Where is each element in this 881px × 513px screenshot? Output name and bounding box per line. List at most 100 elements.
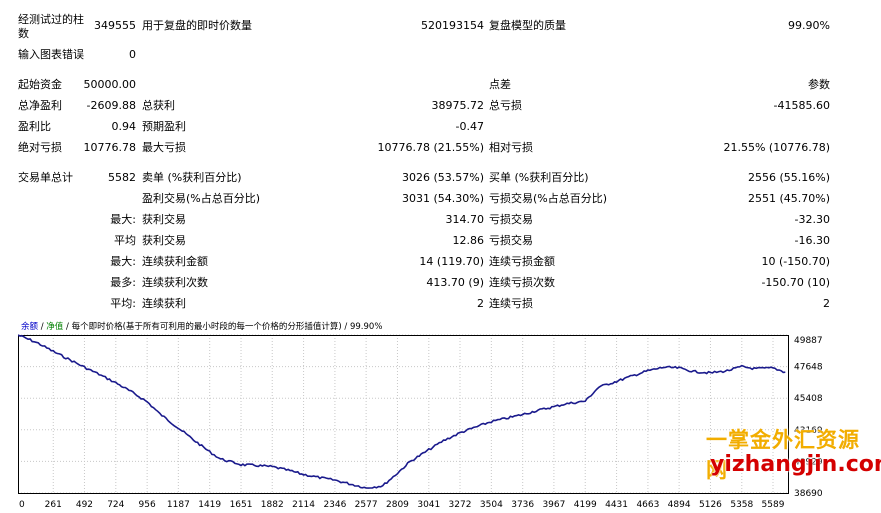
- x-tick-label: 724: [107, 500, 124, 510]
- long-trades-value: 2556 (55.16%): [747, 171, 830, 184]
- spread-label: 点差: [489, 78, 511, 91]
- x-tick-label: 956: [139, 500, 156, 510]
- avg-consec-label: 平均:: [110, 297, 136, 310]
- maximal-label: 最多:: [110, 276, 136, 289]
- largest-profit-label: 获利交易: [142, 213, 186, 226]
- x-tick-label: 3041: [417, 500, 440, 510]
- abs-drawdown-value: 10776.78: [83, 141, 137, 154]
- largest-profit-value: 314.70: [445, 213, 485, 226]
- ticks-value: 520193154: [421, 19, 484, 32]
- profit-trades-label: 盈利交易(%占总百分比): [142, 192, 261, 205]
- rel-drawdown-value: 21.55% (10776.78): [723, 141, 830, 154]
- x-tick-label: 4894: [668, 500, 691, 510]
- avg-consec-losses-value: 2: [823, 297, 830, 310]
- maximal-loss-label: 连续亏损次数: [489, 276, 555, 289]
- spread-value: 参数: [808, 78, 830, 91]
- maximal-loss-value: -150.70 (10): [761, 276, 830, 289]
- short-trades-label: 卖单 (%获利百分比): [142, 171, 242, 184]
- gross-loss-value: -41585.60: [773, 99, 830, 112]
- balance-chart: 49887 47648 45408 43169 40929 38690 0 261 492 72…: [18, 318, 881, 513]
- average-profit-label: 获利交易: [142, 234, 186, 247]
- initial-deposit-value: 50000.00: [83, 78, 137, 91]
- x-tick-label: 261: [45, 500, 62, 510]
- max-consec-wins-value: 14 (119.70): [419, 255, 484, 268]
- x-tick-label: 1187: [167, 500, 190, 510]
- watermark-url: yizhangjin.com: [710, 452, 881, 477]
- profit-trades-value: 3031 (54.30%): [401, 192, 484, 205]
- balance-line: [18, 334, 786, 489]
- average-profit-value: 12.86: [452, 234, 485, 247]
- initial-deposit-label: 起始资金: [18, 78, 62, 91]
- x-tick-label: 3967: [542, 500, 565, 510]
- plot-frame: [18, 335, 789, 494]
- average-loss-label: 亏损交易: [489, 234, 533, 247]
- avg-consec-wins-label: 连续获利: [142, 297, 186, 310]
- gross-profit-label: 总获利: [142, 99, 175, 112]
- abs-drawdown-label: 绝对亏损: [18, 141, 62, 154]
- x-tick-label: 1419: [198, 500, 221, 510]
- avg-consec-wins-value: 2: [477, 297, 484, 310]
- net-profit-label: 总净盈利: [18, 99, 62, 112]
- expected-payoff-label: 预期盈利: [142, 120, 186, 133]
- loss-trades-label: 亏损交易(%占总百分比): [489, 192, 608, 205]
- short-trades-value: 3026 (53.57%): [401, 171, 484, 184]
- max-consec-label: 最大:: [110, 255, 136, 268]
- y-tick-label: 40929: [794, 457, 823, 467]
- largest-label: 最大:: [110, 213, 136, 226]
- x-tick-label: 2809: [386, 500, 409, 510]
- legend-balance: 余额: [21, 321, 39, 332]
- max-consec-wins-label: 连续获利金额: [142, 255, 208, 268]
- loss-trades-value: 2551 (45.70%): [747, 192, 830, 205]
- quality-value: 99.90%: [788, 19, 830, 32]
- profit-factor-label: 盈利比: [18, 120, 51, 133]
- maximal-profit-value: 413.70 (9): [426, 276, 484, 289]
- y-tick-label: 38690: [794, 489, 823, 499]
- x-tick-label: 3504: [480, 500, 503, 510]
- y-tick-label: 45408: [794, 394, 823, 404]
- legend-description: / 每个即时价格(基于所有可利用的最小时段的每一个价格的分形插值计算) / 99…: [63, 321, 382, 332]
- x-tick-label: 4199: [574, 500, 597, 510]
- legend-separator: /: [38, 322, 46, 332]
- average-label: 平均: [114, 234, 136, 247]
- avg-consec-losses-label: 连续亏损: [489, 297, 533, 310]
- x-tick-label: 4431: [605, 500, 628, 510]
- x-tick-label: 1651: [230, 500, 253, 510]
- total-trades-label: 交易单总计: [18, 171, 73, 184]
- x-tick-label: 5589: [762, 500, 785, 510]
- y-tick-label: 49887: [794, 336, 823, 346]
- max-consec-losses-value: 10 (-150.70): [761, 255, 830, 268]
- x-tick-label: 2346: [323, 500, 346, 510]
- largest-loss-label: 亏损交易: [489, 213, 533, 226]
- total-trades-value: 5582: [108, 171, 136, 184]
- average-loss-value: -16.30: [794, 234, 830, 247]
- x-tick-label: 5126: [699, 500, 722, 510]
- y-axis-ticks: 49887 47648 45408 43169 40929 38690: [794, 336, 823, 499]
- x-tick-label: 2577: [355, 500, 378, 510]
- errors-value: 0: [129, 48, 136, 61]
- x-tick-label: 4663: [636, 500, 659, 510]
- max-consec-losses-label: 连续亏损金额: [489, 255, 555, 268]
- x-tick-label: 2114: [292, 500, 315, 510]
- expected-payoff-value: -0.47: [455, 120, 484, 133]
- maximal-profit-label: 连续获利次数: [142, 276, 208, 289]
- rel-drawdown-label: 相对亏损: [489, 141, 533, 154]
- bars-label: 经测试过的柱数: [18, 13, 84, 40]
- largest-loss-value: -32.30: [794, 213, 830, 226]
- x-tick-label: 0: [19, 500, 25, 510]
- gross-loss-label: 总亏损: [489, 99, 522, 112]
- errors-label: 输入图表错误: [18, 48, 84, 61]
- x-axis-ticks: 0 261 492 724 956 1187 1419 1651 1882 2114 2346 257…: [19, 500, 785, 510]
- quality-label: 复盘模型的质量: [489, 19, 566, 32]
- y-tick-label: 43169: [794, 426, 823, 436]
- x-tick-label: 3272: [449, 500, 472, 510]
- gross-profit-value: 38975.72: [431, 99, 485, 112]
- y-tick-label: 47648: [794, 363, 823, 373]
- chart-legend: 余额 / 净值 / 每个即时价格(基于所有可利用的最小时段的每一个价格的分形插值…: [21, 321, 382, 332]
- profit-factor-value: 0.94: [111, 120, 137, 133]
- long-trades-label: 买单 (%获利百分比): [489, 171, 589, 184]
- x-tick-label: 492: [76, 500, 93, 510]
- max-drawdown-label: 最大亏损: [142, 141, 186, 154]
- watermark-title: 一掌金外汇资源网: [706, 428, 860, 482]
- net-profit-value: -2609.88: [86, 99, 136, 112]
- x-tick-label: 5358: [730, 500, 753, 510]
